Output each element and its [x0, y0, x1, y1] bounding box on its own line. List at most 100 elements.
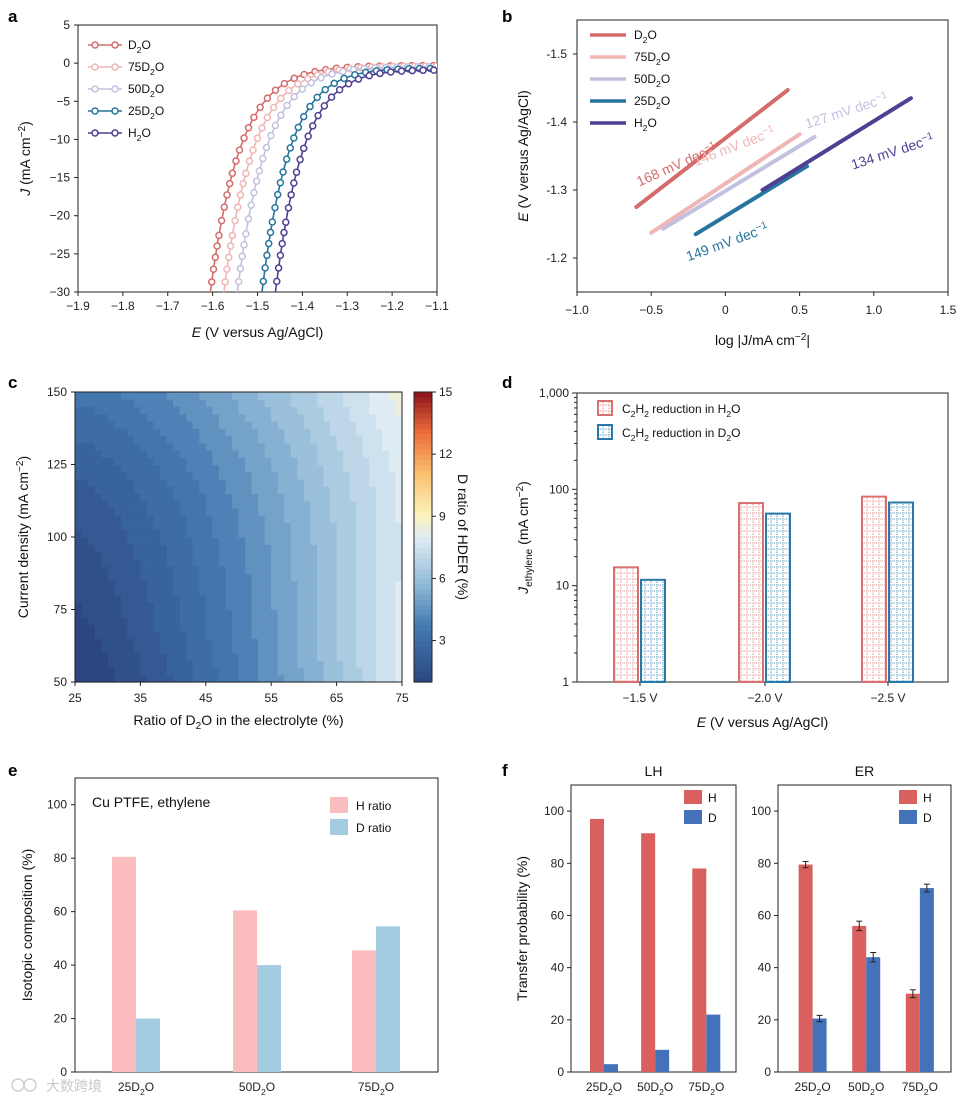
c-colorbar-step [414, 464, 432, 471]
c-cell [310, 435, 318, 444]
c-cell [166, 406, 174, 415]
c-cell [343, 667, 351, 676]
c-cell [225, 471, 233, 480]
c-cell [146, 653, 155, 661]
c-cell [251, 435, 259, 444]
c-cell [218, 529, 227, 538]
c-colorbar-step [414, 505, 432, 512]
c-cell [382, 573, 390, 582]
c-cell [290, 435, 298, 444]
c-cell [382, 587, 390, 596]
c-cell [395, 515, 403, 524]
c-cell [225, 399, 233, 408]
c-cell [199, 522, 207, 531]
c-cell [362, 674, 370, 683]
c-cell [101, 660, 109, 669]
c-cell [218, 551, 227, 560]
c-cell [199, 435, 207, 444]
c-colorbar-step [414, 583, 432, 590]
c-cell [225, 421, 233, 429]
c-cell [388, 645, 397, 654]
c-cell [297, 537, 305, 545]
c-cell [179, 638, 187, 647]
c-cell [199, 515, 207, 524]
c-cell [75, 631, 83, 640]
c-cell [186, 457, 194, 466]
c-cell [166, 508, 174, 516]
c-cell [186, 616, 194, 625]
c-cell [310, 595, 318, 603]
a-legend-marker [91, 41, 99, 49]
c-cell [81, 595, 89, 603]
c-cell [310, 399, 318, 408]
a-marker-25D2O [306, 102, 314, 111]
d-xlabel: E (V versus Ag/AgCl) [697, 714, 829, 730]
c-cell [264, 667, 272, 676]
c-cell [369, 406, 377, 415]
c-cell [284, 464, 292, 473]
a-marker-75D2O [226, 242, 235, 250]
c-cell [284, 479, 292, 487]
c-cell [231, 435, 240, 444]
c-cell [153, 493, 161, 502]
c-cell [173, 486, 181, 495]
c-cell [316, 660, 325, 669]
c-cell [173, 667, 181, 676]
c-cell [186, 421, 194, 429]
c-cell [114, 515, 122, 524]
c-cell [160, 428, 168, 437]
c-cell [179, 595, 187, 603]
c-cell [205, 602, 213, 611]
a-marker-H2O [365, 71, 373, 80]
c-xtick-label: 45 [199, 691, 213, 705]
c-cell [395, 674, 403, 683]
c-cell [258, 544, 266, 553]
a-legend-marker [111, 107, 119, 115]
c-cell [94, 551, 102, 560]
c-cell [382, 392, 390, 400]
b-xtick-label: −0.5 [639, 303, 663, 317]
c-cell [395, 645, 403, 654]
b-slope-label-50D2O: 127 mV dec−1 [803, 90, 890, 132]
c-cell [179, 399, 187, 408]
c-cell [343, 609, 351, 618]
c-cell [225, 558, 233, 567]
c-cell [166, 442, 174, 451]
c-cell [395, 667, 403, 676]
c-cell [388, 580, 397, 589]
c-cell [192, 580, 200, 589]
c-cell [362, 537, 370, 545]
c-cell [231, 428, 240, 437]
a-marker-D2O [271, 86, 280, 94]
c-cell [146, 645, 155, 654]
c-cell [107, 428, 115, 437]
c-cell [271, 624, 279, 632]
c-cell [330, 413, 338, 422]
c-cell [179, 653, 187, 661]
c-cell [349, 457, 357, 466]
c-cell [231, 558, 240, 567]
c-cell [245, 413, 253, 422]
c-cell [310, 609, 318, 618]
c-cell [258, 450, 266, 458]
c-cell [336, 450, 344, 458]
c-cell [369, 428, 377, 437]
c-cell [388, 471, 397, 480]
c-cell [382, 551, 390, 560]
c-cell [166, 529, 174, 538]
c-colorbar-step [414, 661, 432, 668]
c-cell [127, 551, 135, 560]
c-cell [81, 435, 89, 444]
c-cell [231, 471, 240, 480]
c-cell [160, 645, 168, 654]
c-cell [140, 616, 148, 625]
c-cell [375, 508, 383, 516]
c-cell [133, 653, 141, 661]
c-cell [258, 515, 266, 524]
a-marker-H2O [290, 179, 298, 187]
a-ytick-label: −5 [56, 94, 70, 108]
c-cell [284, 558, 292, 567]
e-bar-D [257, 965, 281, 1072]
c-cell [192, 500, 200, 509]
c-cell [310, 566, 318, 574]
